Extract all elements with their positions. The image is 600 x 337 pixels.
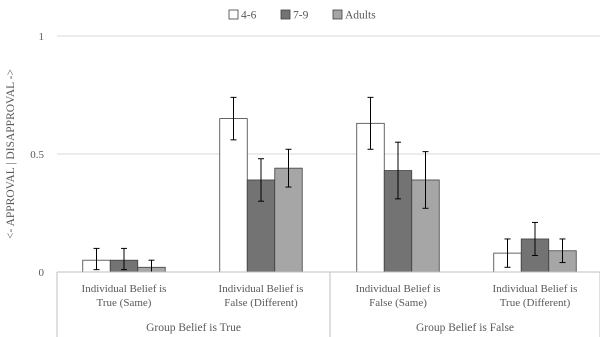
group-label: Group Belief is False [416, 322, 514, 334]
y-axis: 0 0.5 1 <- APPROVAL | DISAPPROVAL -> [5, 31, 600, 279]
category-label: False (Same) [369, 297, 427, 309]
category-label: Individual Belief is [219, 283, 304, 295]
legend-label: Adults [345, 10, 376, 22]
bar [219, 118, 248, 273]
legend-label: 4-6 [241, 10, 257, 22]
x-axis: Individual Belief is True (Same) Individua… [56, 271, 600, 337]
category-label: Individual Belief is [82, 283, 167, 295]
y-axis-title: <- APPROVAL | DISAPPROVAL -> [5, 69, 17, 239]
category-label: Individual Belief is [356, 283, 441, 295]
category-label: Individual Belief is [493, 283, 578, 295]
category-label: True (Different) [500, 297, 571, 309]
legend-swatch [228, 9, 239, 20]
category-label: True (Same) [97, 297, 152, 309]
y-tick-label: 0.5 [30, 149, 44, 161]
bars [82, 96, 577, 273]
legend-swatch [280, 9, 291, 20]
category-label: False (Different) [224, 297, 298, 309]
group-label: Group Belief is True [146, 322, 241, 334]
legend-label: 7-9 [293, 10, 309, 22]
y-tick-label: 0 [39, 267, 45, 279]
legend: 4-6 7-9 Adults [228, 9, 376, 22]
legend-swatch [332, 9, 343, 20]
y-tick-label: 1 [39, 31, 45, 43]
